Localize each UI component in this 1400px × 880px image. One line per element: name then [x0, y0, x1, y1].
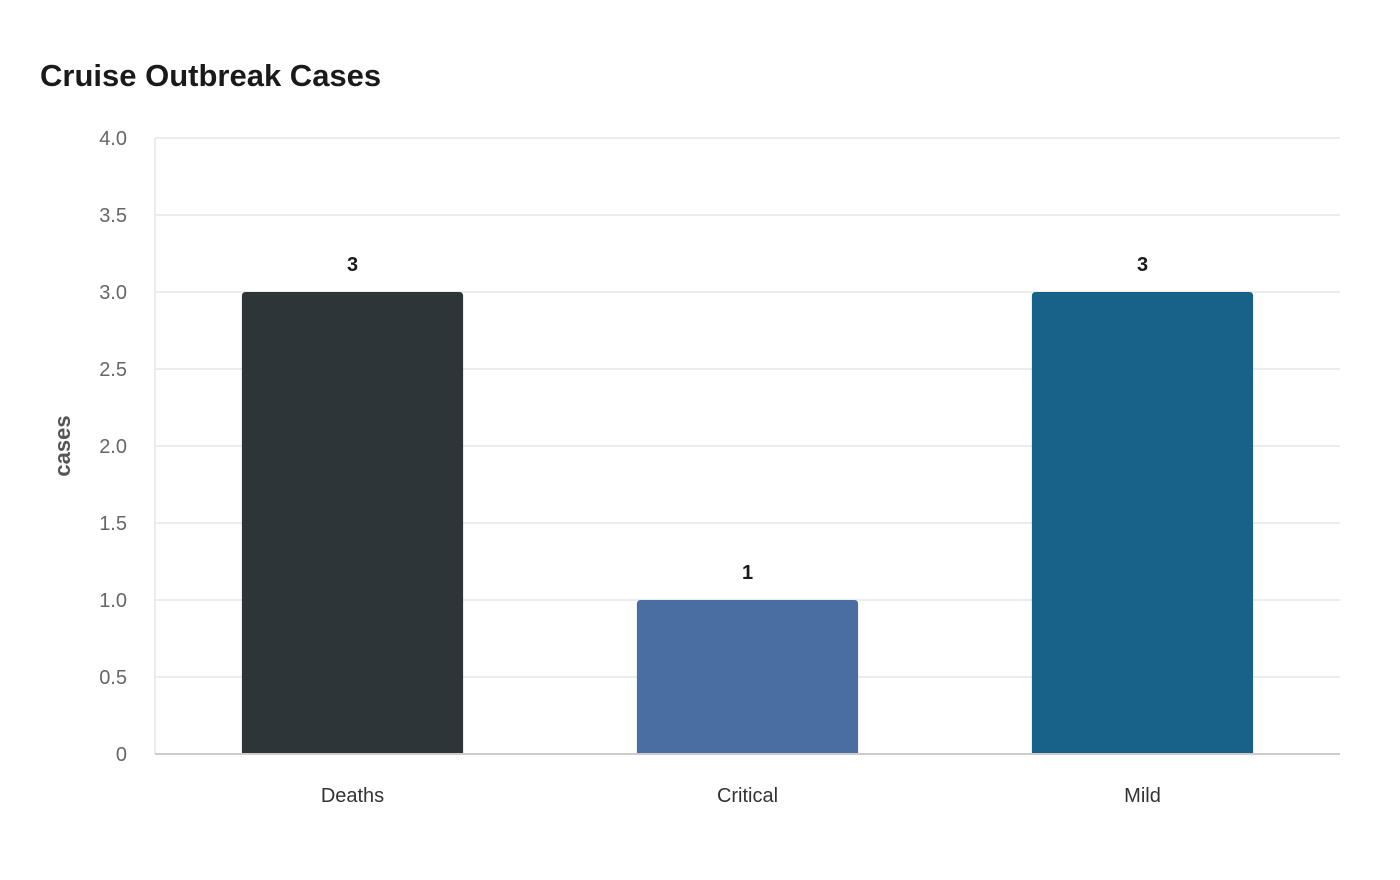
y-tick-label: 3.5: [99, 205, 127, 227]
y-tick-label: 4.0: [99, 128, 127, 150]
x-tick-label-mild: Mild: [1124, 785, 1161, 807]
data-labels: 3 1 3: [347, 254, 1148, 584]
y-tick-label: 1.0: [99, 590, 127, 612]
bar-critical: [636, 600, 859, 754]
y-tick-label: 2.0: [99, 436, 127, 458]
y-tick-label: 2.5: [99, 359, 127, 381]
bar-mild: [1031, 292, 1254, 754]
bars: [241, 292, 1254, 754]
x-tick-label-critical: Critical: [717, 785, 778, 807]
bar-deaths: [241, 292, 464, 754]
y-axis-title: cases: [50, 415, 75, 476]
data-label-mild: 3: [1137, 254, 1148, 276]
data-label-deaths: 3: [347, 254, 358, 276]
y-axis-ticks: 0 0.5 1.0 1.5 2.0 2.5 3.0 3.5 4.0: [99, 128, 127, 766]
y-tick-label: 1.5: [99, 513, 127, 535]
chart-title: Cruise Outbreak Cases: [40, 58, 382, 93]
data-label-critical: 1: [742, 562, 753, 584]
y-tick-label: 0.5: [99, 667, 127, 689]
x-axis-ticks: Deaths Critical Mild: [321, 785, 1161, 807]
x-tick-label-deaths: Deaths: [321, 785, 384, 807]
y-tick-label: 0: [116, 744, 127, 766]
y-tick-label: 3.0: [99, 282, 127, 304]
